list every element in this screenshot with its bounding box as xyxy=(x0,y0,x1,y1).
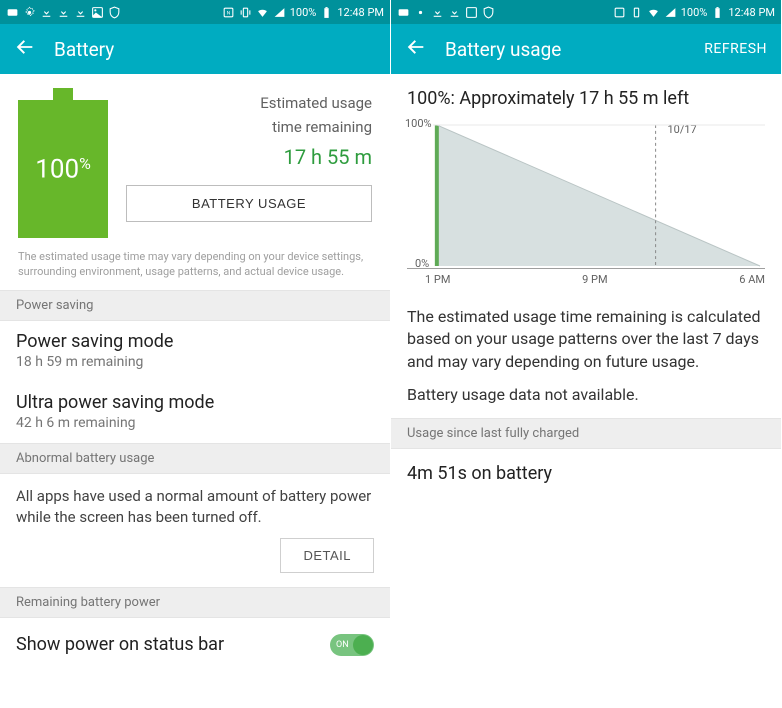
status-icons-left xyxy=(6,6,121,19)
ps-mode-sub: 18 h 59 m remaining xyxy=(16,354,374,370)
screen-battery-usage: 100% 12:48 PM Battery usage REFRESH 100%… xyxy=(391,0,782,708)
back-icon[interactable] xyxy=(405,36,427,62)
ultra-power-saving-mode-item[interactable]: Ultra power saving mode 42 h 6 m remaini… xyxy=(0,382,390,443)
chart-svg: 10/17 xyxy=(407,119,765,268)
back-icon[interactable] xyxy=(14,36,36,62)
usage-headline: 100%: Approximately 17 h 55 m left xyxy=(391,74,781,119)
chart-ylabel-top: 100% xyxy=(405,117,432,130)
settings-icon xyxy=(414,6,427,19)
on-battery-text: 4m 51s on battery xyxy=(391,449,781,498)
msg-icon xyxy=(397,6,410,19)
battery-hero: 100% Estimated usage time remaining 17 h… xyxy=(0,74,390,244)
signal-icon xyxy=(273,6,286,19)
vibrate-icon xyxy=(239,6,252,19)
fineprint: The estimated usage time may vary depend… xyxy=(0,244,390,290)
status-time: 12:48 PM xyxy=(728,6,775,19)
section-usage-since: Usage since last fully charged xyxy=(391,418,781,449)
ps-mode-title: Power saving mode xyxy=(16,331,374,352)
battery-pct-sign: % xyxy=(79,154,91,173)
chart-ylabel-bottom: 0% xyxy=(415,257,429,270)
signal-icon xyxy=(664,6,677,19)
page-title: Battery xyxy=(54,38,114,61)
download-icon xyxy=(57,6,70,19)
section-abnormal: Abnormal battery usage xyxy=(0,443,390,474)
chart-xlabel-1: 9 PM xyxy=(582,273,607,286)
status-battery-pct: 100% xyxy=(290,6,317,19)
image-icon xyxy=(91,6,104,19)
download-icon xyxy=(40,6,53,19)
show-power-row[interactable]: Show power on status bar ON xyxy=(0,618,390,672)
page-title: Battery usage xyxy=(445,38,561,61)
battery-pct-value: 100 xyxy=(35,154,79,184)
battery-graphic: 100% xyxy=(18,88,108,238)
chart-xlabel-2: 6 AM xyxy=(739,273,765,286)
nfc-icon: N xyxy=(222,6,235,19)
abnormal-text: All apps have used a normal amount of ba… xyxy=(0,474,390,532)
estimate-label-2: time remaining xyxy=(126,118,372,138)
download-icon xyxy=(448,6,461,19)
status-icons-right: 100% 12:48 PM xyxy=(613,6,775,19)
explanation-text: The estimated usage time remaining is ca… xyxy=(391,292,781,379)
chart-xlabel-0: 1 PM xyxy=(407,273,450,286)
msg-icon xyxy=(6,6,19,19)
app-bar: Battery usage REFRESH xyxy=(391,24,781,74)
show-power-toggle[interactable]: ON xyxy=(330,634,374,656)
status-bar: N 100% 12:48 PM xyxy=(0,0,390,24)
toggle-on-text: ON xyxy=(336,640,349,650)
detail-button[interactable]: DETAIL xyxy=(280,538,374,573)
status-icons-right: N 100% 12:48 PM xyxy=(222,6,384,19)
chart-container: 100% 0% 10/17 1 PM 9 PM 6 AM xyxy=(391,119,781,292)
battery-usage-button[interactable]: BATTERY USAGE xyxy=(126,185,372,222)
estimate-label-1: Estimated usage xyxy=(126,94,372,114)
image-icon xyxy=(465,6,478,19)
svg-text:N: N xyxy=(226,10,230,16)
status-battery-pct: 100% xyxy=(681,6,708,19)
estimate-block: Estimated usage time remaining 17 h 55 m… xyxy=(126,88,372,238)
screen-battery: N 100% 12:48 PM Battery 100% Estimated u… xyxy=(0,0,391,708)
unavailable-text: Battery usage data not available. xyxy=(391,379,781,418)
content: 100% Estimated usage time remaining 17 h… xyxy=(0,74,390,708)
battery-chart: 100% 0% 10/17 xyxy=(407,119,765,269)
status-icons-left xyxy=(397,6,495,19)
nfc-icon xyxy=(613,6,626,19)
show-power-label: Show power on status bar xyxy=(16,634,224,655)
wifi-icon xyxy=(256,6,269,19)
ups-mode-sub: 42 h 6 m remaining xyxy=(16,415,374,431)
settings-icon xyxy=(23,6,36,19)
wifi-icon xyxy=(647,6,660,19)
download-icon xyxy=(74,6,87,19)
battery-icon xyxy=(320,6,333,19)
estimate-time: 17 h 55 m xyxy=(126,145,372,169)
section-remaining: Remaining battery power xyxy=(0,587,390,618)
section-power-saving: Power saving xyxy=(0,290,390,321)
refresh-button[interactable]: REFRESH xyxy=(704,41,767,57)
app-bar: Battery xyxy=(0,24,390,74)
status-bar: 100% 12:48 PM xyxy=(391,0,781,24)
chart-x-axis: 1 PM 9 PM 6 AM xyxy=(407,269,765,286)
status-time: 12:48 PM xyxy=(337,6,384,19)
battery-icon xyxy=(711,6,724,19)
download-icon xyxy=(431,6,444,19)
vibrate-icon xyxy=(630,6,643,19)
ups-mode-title: Ultra power saving mode xyxy=(16,392,374,413)
toggle-knob xyxy=(353,635,373,655)
power-saving-mode-item[interactable]: Power saving mode 18 h 59 m remaining xyxy=(0,321,390,382)
shield-icon xyxy=(108,6,121,19)
content: 100%: Approximately 17 h 55 m left 100% … xyxy=(391,74,781,708)
shield-icon xyxy=(482,6,495,19)
